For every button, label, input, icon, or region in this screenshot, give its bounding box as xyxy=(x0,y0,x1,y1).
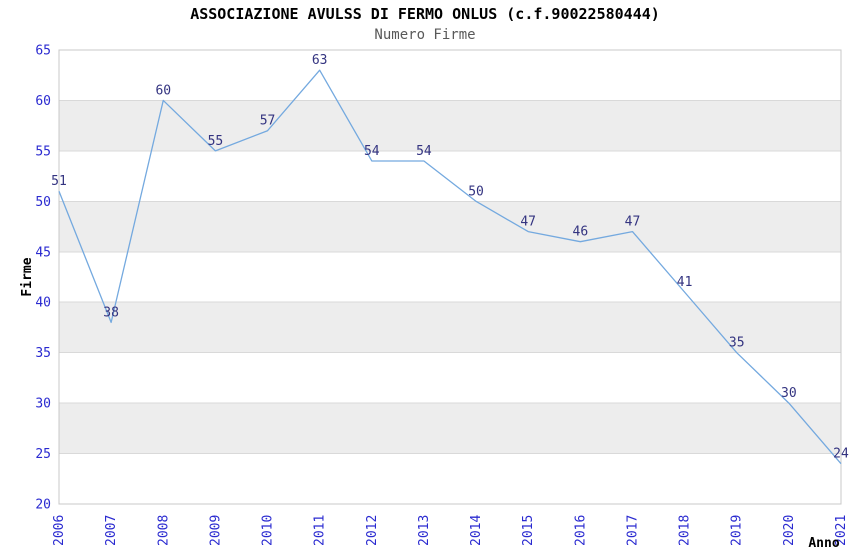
data-label: 54 xyxy=(416,144,432,159)
y-tick-label: 20 xyxy=(35,498,51,513)
data-label: 46 xyxy=(573,225,589,240)
x-tick-label: 2016 xyxy=(573,515,588,546)
y-axis-title: Firme xyxy=(20,257,35,296)
y-tick-label: 25 xyxy=(35,447,51,462)
y-tick-label: 50 xyxy=(35,195,51,210)
plot-band xyxy=(59,403,841,454)
data-label: 30 xyxy=(781,386,797,401)
x-tick-label: 2020 xyxy=(782,515,797,546)
x-tick-label: 2012 xyxy=(365,515,380,546)
x-tick-label: 2009 xyxy=(208,515,223,546)
data-label: 60 xyxy=(155,83,171,98)
y-tick-label: 60 xyxy=(35,94,51,109)
x-tick-label: 2006 xyxy=(52,515,67,546)
y-tick-label: 40 xyxy=(35,296,51,311)
y-tick-label: 65 xyxy=(35,44,51,59)
y-tick-label: 45 xyxy=(35,245,51,260)
data-label: 41 xyxy=(677,275,693,290)
x-tick-label: 2007 xyxy=(104,515,119,546)
data-label: 51 xyxy=(51,174,67,189)
data-label: 63 xyxy=(312,53,328,68)
x-axis-title: Anno xyxy=(808,536,839,550)
data-label: 47 xyxy=(625,215,641,230)
x-tick-label: 2018 xyxy=(678,515,693,546)
x-tick-label: 2021 xyxy=(834,515,849,546)
x-tick-label: 2014 xyxy=(469,515,484,546)
data-label: 47 xyxy=(520,215,536,230)
y-tick-label: 55 xyxy=(35,144,51,159)
x-tick-label: 2015 xyxy=(521,515,536,546)
y-tick-label: 30 xyxy=(35,397,51,412)
x-tick-label: 2010 xyxy=(261,515,276,546)
data-label: 55 xyxy=(208,134,224,149)
x-tick-label: 2011 xyxy=(313,515,328,546)
x-tick-label: 2008 xyxy=(156,515,171,546)
plot-border xyxy=(58,49,842,505)
data-label: 50 xyxy=(468,184,484,199)
data-label: 38 xyxy=(103,305,119,320)
data-label: 57 xyxy=(260,114,276,129)
data-label: 24 xyxy=(833,447,849,462)
data-label: 54 xyxy=(364,144,380,159)
x-tick-label: 2013 xyxy=(417,515,432,546)
plot-band xyxy=(59,100,841,151)
series-line xyxy=(58,69,842,465)
plot-band xyxy=(59,201,841,252)
chart-subtitle: Numero Firme xyxy=(374,27,476,43)
y-tick-label: 35 xyxy=(35,346,51,361)
x-tick-label: 2017 xyxy=(625,515,640,546)
x-tick-label: 2019 xyxy=(730,515,745,546)
plot-band xyxy=(59,302,841,353)
chart-title: ASSOCIAZIONE AVULSS DI FERMO ONLUS (c.f.… xyxy=(190,5,660,23)
data-label: 35 xyxy=(729,336,745,351)
